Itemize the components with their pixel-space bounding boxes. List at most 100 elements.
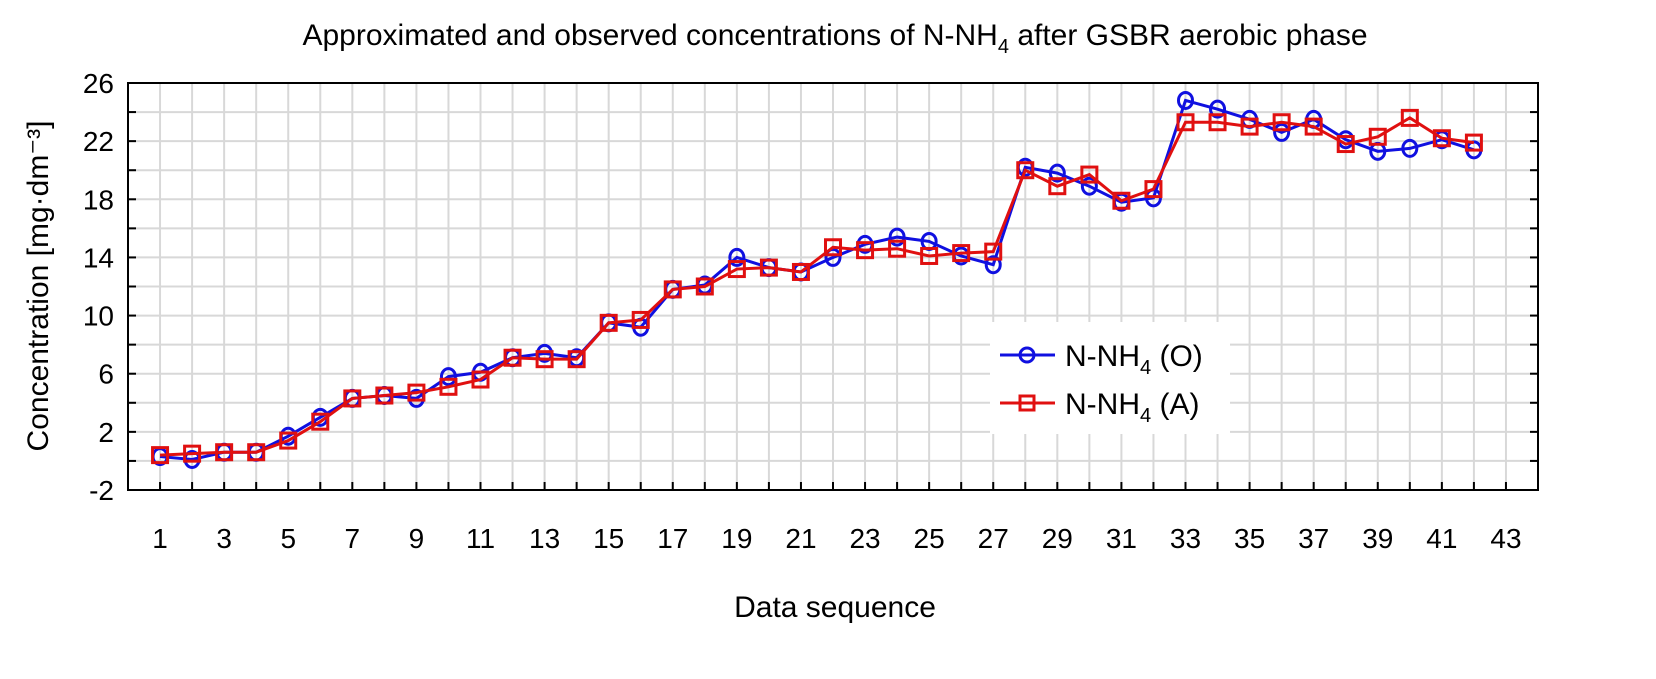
data-point xyxy=(1401,138,1419,158)
data-point xyxy=(1304,117,1323,136)
x-tick-label: 17 xyxy=(657,523,688,554)
y-tick-label: 18 xyxy=(83,184,114,215)
data-point xyxy=(1144,180,1163,199)
x-tick-label: 31 xyxy=(1106,523,1137,554)
y-tick-label: 22 xyxy=(83,126,114,157)
data-point xyxy=(824,238,842,257)
legend-item-approximated: N-NH4 (A) xyxy=(1000,388,1199,427)
legend-box xyxy=(990,322,1230,434)
data-point xyxy=(1080,176,1098,196)
x-tick-label: 3 xyxy=(216,523,232,554)
legend-item-observed: N-NH4 (O) xyxy=(1000,340,1203,379)
x-tick-label: 35 xyxy=(1234,523,1265,554)
x-tick-label: 19 xyxy=(721,523,752,554)
y-tick-label: 10 xyxy=(83,301,114,332)
data-point xyxy=(247,443,266,462)
y-tick-label: 26 xyxy=(83,68,114,99)
x-tick-label: 1 xyxy=(152,523,168,554)
data-point xyxy=(1177,90,1194,110)
data-point xyxy=(439,367,457,387)
data-point xyxy=(824,247,842,267)
y-tick-label: 14 xyxy=(83,242,114,273)
y-tick-label: -2 xyxy=(89,475,114,506)
data-point xyxy=(984,242,1003,261)
x-tick-label: 43 xyxy=(1490,523,1521,554)
data-point xyxy=(567,350,586,369)
data-point xyxy=(984,255,1002,275)
series-line xyxy=(159,116,1475,457)
data-point xyxy=(343,389,362,408)
x-tick-labels: 1 3 5 7 9 11 13 15 17 19 21 23 25 27 29 31 33 35 37 39 41 43 xyxy=(152,523,1521,554)
y-tick-label: 6 xyxy=(98,359,114,390)
data-point xyxy=(631,310,650,329)
data-point xyxy=(151,446,170,465)
data-point xyxy=(599,313,618,332)
series-approximated xyxy=(151,108,1483,465)
data-point xyxy=(791,262,810,281)
data-point xyxy=(1048,177,1067,196)
data-point xyxy=(1273,122,1291,142)
x-tick-label: 29 xyxy=(1042,523,1073,554)
data-point xyxy=(888,227,906,247)
data-point xyxy=(1400,108,1419,127)
data-point xyxy=(375,386,394,405)
x-tick-label: 25 xyxy=(914,523,945,554)
axis-ticks xyxy=(128,111,1538,490)
x-tick-label: 39 xyxy=(1362,523,1393,554)
data-point xyxy=(407,383,426,402)
data-point xyxy=(1080,165,1099,184)
x-tick-label: 27 xyxy=(978,523,1009,554)
grid-lines xyxy=(128,83,1538,490)
series-layer xyxy=(151,90,1483,469)
data-point xyxy=(439,377,458,396)
data-point xyxy=(1336,135,1355,154)
data-point xyxy=(311,412,330,431)
data-point xyxy=(1432,129,1451,148)
chart-title: Approximated and observed concentrations… xyxy=(302,19,1367,58)
x-tick-label: 7 xyxy=(345,523,361,554)
data-point xyxy=(888,239,907,258)
data-point xyxy=(1048,163,1066,183)
legend-label-approximated: N-NH4 (A) xyxy=(1065,388,1199,427)
x-tick-label: 37 xyxy=(1298,523,1329,554)
data-point xyxy=(728,247,746,267)
data-point xyxy=(1209,99,1227,119)
data-point xyxy=(1240,117,1259,136)
x-tick-label: 11 xyxy=(466,523,495,554)
x-tick-label: 13 xyxy=(529,523,560,554)
data-point xyxy=(535,350,554,369)
data-point xyxy=(695,277,714,296)
data-point xyxy=(215,443,234,462)
data-point xyxy=(1272,113,1291,132)
y-tick-label: 2 xyxy=(98,417,114,448)
data-point xyxy=(920,246,939,265)
legend: N-NH4 (O) N-NH4 (A) xyxy=(990,322,1230,434)
data-point xyxy=(471,370,490,389)
data-point xyxy=(759,258,778,277)
data-point xyxy=(1016,161,1035,180)
data-point xyxy=(1208,113,1227,132)
data-point xyxy=(503,348,522,367)
data-point xyxy=(1176,113,1195,132)
x-tick-label: 21 xyxy=(785,523,816,554)
y-axis-label: Concentration [mg·dm⁻³] xyxy=(22,121,55,452)
data-point xyxy=(663,280,682,299)
x-tick-label: 9 xyxy=(409,523,425,554)
data-point xyxy=(1464,133,1483,152)
x-tick-label: 41 xyxy=(1426,523,1457,554)
data-point xyxy=(279,431,298,450)
x-tick-label: 23 xyxy=(849,523,880,554)
data-point xyxy=(1112,191,1131,210)
x-tick-label: 33 xyxy=(1170,523,1201,554)
data-point xyxy=(856,241,875,260)
data-point xyxy=(952,244,971,263)
x-axis-label: Data sequence xyxy=(734,591,936,624)
x-tick-label: 5 xyxy=(280,523,296,554)
legend-label-observed: N-NH4 (O) xyxy=(1065,340,1203,379)
data-point xyxy=(727,260,746,279)
x-tick-label: 15 xyxy=(593,523,624,554)
data-point xyxy=(1368,127,1387,146)
data-point xyxy=(183,444,202,463)
